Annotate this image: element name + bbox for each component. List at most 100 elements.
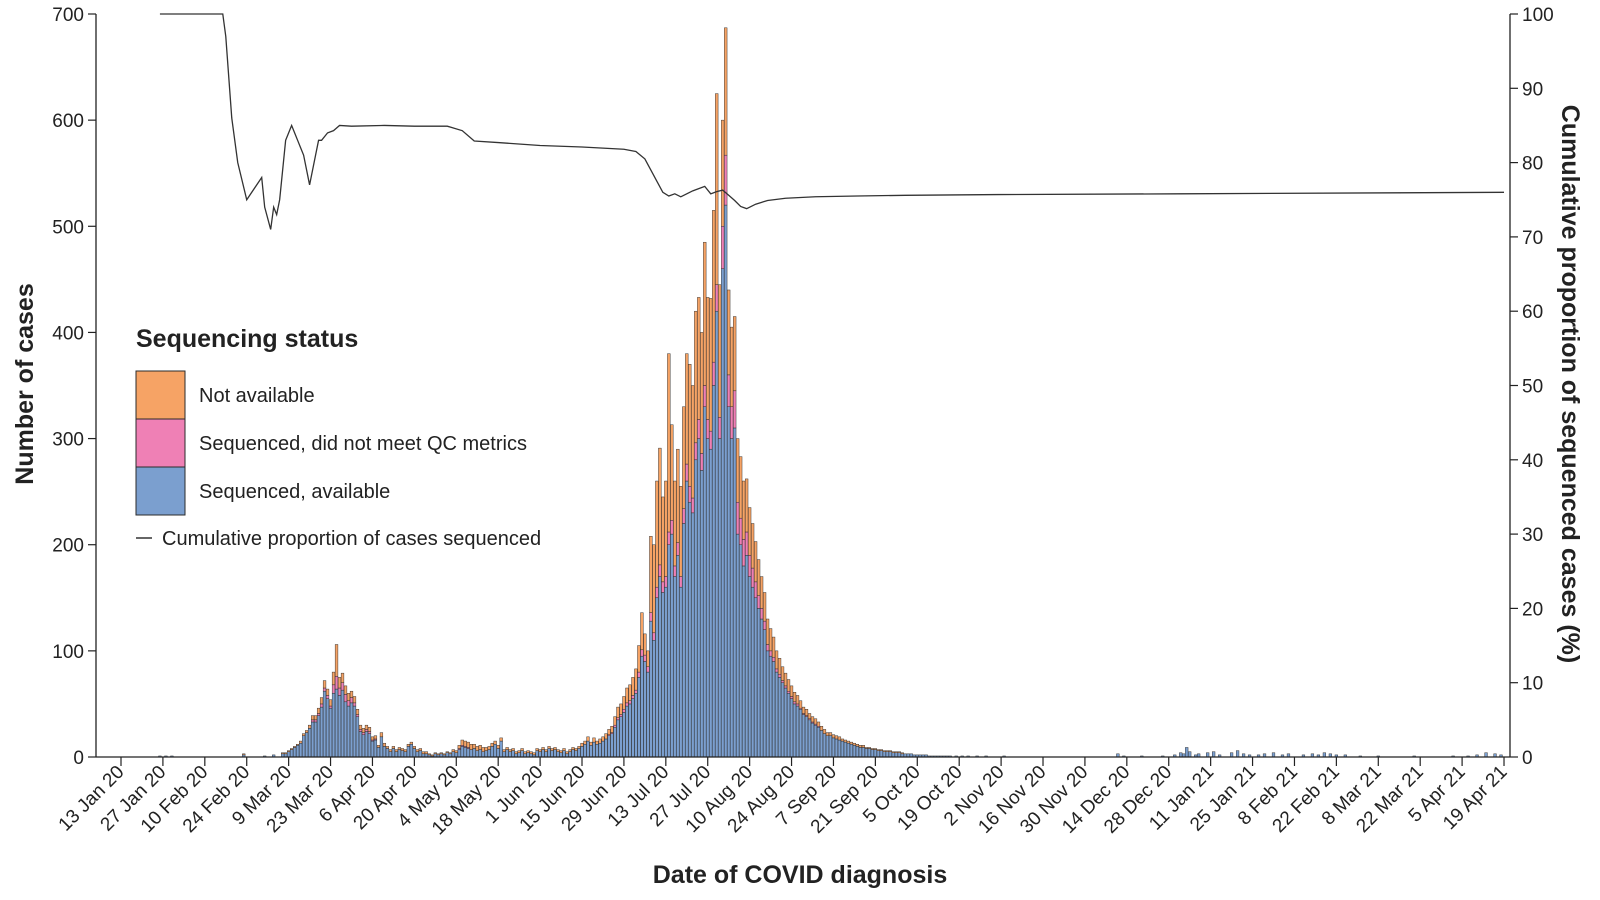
bar-not-available	[529, 751, 533, 755]
bar-not-available	[424, 751, 428, 755]
bar-sequenced-available	[319, 706, 324, 758]
bar-not-available	[900, 752, 904, 755]
bar-sequenced-failed-qc	[751, 567, 755, 588]
bar-not-available	[676, 448, 680, 543]
bar-sequenced-available	[634, 693, 638, 758]
bar-sequenced-available	[712, 385, 716, 758]
bar-not-available	[469, 744, 473, 750]
bar-sequenced-failed-qc	[766, 644, 770, 652]
bar-sequenced-available	[885, 751, 889, 758]
y2-tick-label: 50	[1522, 377, 1543, 398]
bar-sequenced-failed-qc	[361, 732, 366, 735]
bar-not-available	[571, 747, 575, 750]
bar-sequenced-available	[296, 745, 300, 758]
bar-not-available	[394, 749, 399, 752]
bar-not-available	[475, 746, 479, 751]
bar-sequenced-available	[637, 677, 641, 758]
legend-swatch-failed-qc	[135, 418, 186, 468]
bar-not-available	[287, 750, 291, 752]
bar-not-available	[664, 480, 668, 577]
bar-sequenced-available	[412, 748, 416, 758]
bar-sequenced-available	[547, 748, 551, 758]
bar-not-available	[766, 618, 770, 645]
bar-sequenced-failed-qc	[628, 700, 632, 705]
bar-not-available	[466, 741, 470, 748]
bar-sequenced-available	[358, 731, 363, 758]
bar-not-available	[361, 728, 366, 733]
bar-sequenced-failed-qc	[649, 612, 653, 622]
bar-sequenced-available	[876, 750, 880, 758]
bar-not-available	[661, 496, 665, 583]
bar-sequenced-available	[487, 749, 491, 758]
bar-not-available	[367, 727, 372, 732]
bar-sequenced-available	[349, 702, 354, 758]
bar-sequenced-available	[783, 687, 788, 758]
bar-not-available	[328, 699, 333, 707]
bar-sequenced-available	[855, 746, 860, 758]
bar-sequenced-available	[400, 750, 404, 758]
bar-sequenced-available	[397, 749, 401, 758]
bar-sequenced-failed-qc	[655, 586, 659, 599]
bar-sequenced-available	[849, 744, 854, 758]
bar-sequenced-available	[544, 751, 548, 758]
bar-not-available	[493, 740, 497, 745]
bar-sequenced-available	[403, 751, 407, 758]
bar-sequenced-available	[661, 592, 665, 758]
bar-sequenced-failed-qc	[715, 284, 719, 312]
bar-sequenced-available	[481, 751, 485, 758]
bar-not-available	[709, 298, 713, 432]
bar-not-available	[550, 748, 554, 751]
bar-sequenced-failed-qc	[325, 695, 330, 699]
bar-sequenced-failed-qc	[364, 729, 369, 732]
bar-not-available	[700, 332, 704, 454]
bar-sequenced-failed-qc	[352, 702, 357, 707]
bar-not-available	[496, 745, 500, 749]
bar-sequenced-available	[667, 544, 671, 758]
bar-sequenced-available	[852, 745, 857, 758]
bar-sequenced-failed-qc	[768, 650, 773, 657]
bar-sequenced-available	[418, 750, 422, 758]
bar-not-available	[382, 742, 387, 747]
bar-not-available	[349, 690, 354, 698]
bar-not-available	[334, 644, 339, 677]
bar-sequenced-available	[484, 750, 488, 758]
bar-not-available	[514, 751, 518, 755]
bar-not-available	[535, 748, 539, 751]
y2-tick-label: 70	[1522, 228, 1543, 249]
bar-not-available	[760, 576, 764, 609]
bar-sequenced-available	[724, 204, 728, 758]
bar-not-available	[337, 677, 342, 689]
bar-sequenced-available	[346, 705, 351, 758]
bar-not-available	[757, 559, 761, 596]
bar-not-available	[679, 486, 683, 577]
bar-sequenced-failed-qc	[763, 620, 767, 630]
bar-sequenced-available	[643, 661, 647, 758]
legend-label-failed-qc: Sequenced, did not meet QC metrics	[199, 433, 527, 455]
bar-not-available	[876, 749, 880, 751]
bar-sequenced-failed-qc	[691, 497, 695, 514]
bar-sequenced-available	[460, 746, 464, 758]
bar-sequenced-available	[658, 576, 662, 758]
y-tick-label: 0	[73, 748, 84, 769]
bar-sequenced-failed-qc	[792, 701, 797, 705]
bar-not-available	[879, 749, 883, 751]
y2-tick-label: 100	[1522, 5, 1554, 26]
y-tick-label: 300	[52, 430, 84, 451]
bar-not-available	[670, 424, 674, 521]
bar-sequenced-failed-qc	[780, 680, 785, 683]
bar-sequenced-available	[499, 740, 503, 758]
bar-not-available	[846, 740, 851, 744]
bar-not-available	[595, 740, 599, 745]
bar-not-available	[490, 742, 494, 747]
bar-sequenced-available	[595, 744, 599, 758]
bar-not-available	[454, 750, 458, 753]
bar-sequenced-available	[864, 748, 868, 758]
bar-sequenced-available	[322, 690, 327, 758]
bar-sequenced-available	[287, 751, 291, 758]
bar-not-available	[706, 297, 710, 420]
bar-not-available	[412, 746, 416, 749]
bar-not-available	[628, 684, 632, 701]
bar-not-available	[613, 716, 617, 726]
bar-sequenced-available	[604, 738, 608, 758]
bar-sequenced-failed-qc	[652, 632, 656, 641]
